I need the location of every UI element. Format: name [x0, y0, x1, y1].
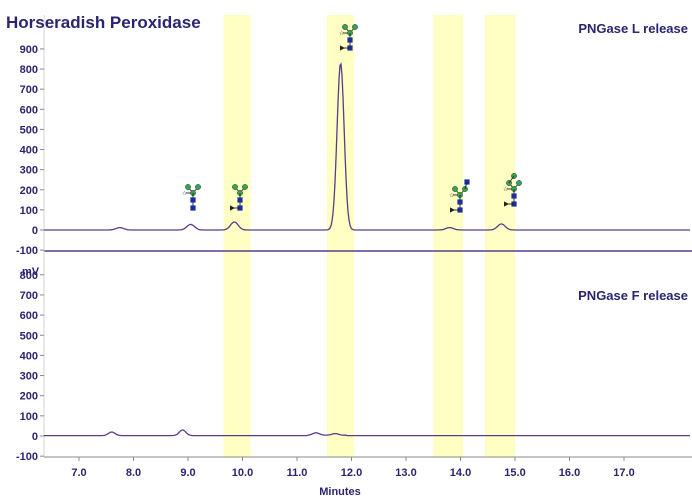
x-tick-label: 16.0	[559, 467, 580, 479]
top-y-tick-label: 400	[20, 145, 38, 157]
mannose-icon	[242, 184, 248, 190]
top-series-label: PNGase L release	[578, 21, 688, 36]
highlight-band-1	[223, 15, 251, 457]
mannose-icon	[185, 184, 191, 190]
fucose-icon	[450, 207, 455, 213]
x-tick-label: 12.0	[341, 467, 362, 479]
glcnac-icon	[237, 197, 243, 203]
glycan-annotations: ☆ ☆ ☆ ☆	[182, 24, 522, 213]
xylose-icon: ☆	[503, 186, 508, 193]
x-tick-label: 7.0	[71, 467, 86, 479]
top-y-tick-label: 500	[20, 124, 38, 136]
x-tick-label: 10.0	[232, 467, 253, 479]
glycan-structure-icon: ☆	[449, 179, 470, 213]
glcnac-icon	[457, 199, 463, 205]
bottom-y-tick-label: 300	[20, 371, 38, 383]
top-trace-line	[44, 62, 690, 231]
xylose-icon: ☆	[449, 192, 454, 199]
top-y-tick-label: 200	[20, 185, 38, 197]
top-y-tick-label: 700	[20, 84, 38, 96]
chart-title: Horseradish Peroxidase	[6, 13, 201, 32]
glycan-structure-icon: ☆	[503, 173, 522, 207]
bottom-trace-line	[44, 429, 690, 437]
x-axis-label: Minutes	[319, 486, 361, 498]
bottom-y-tick-label: -100	[16, 451, 38, 463]
x-tick-label: 9.0	[180, 467, 195, 479]
fucose-icon	[230, 205, 235, 211]
bottom-y-tick-label: 0	[32, 431, 38, 443]
mannose-icon	[352, 24, 358, 30]
x-tick-label: 17.0	[613, 467, 634, 479]
mannose-icon	[195, 184, 201, 190]
bottom-y-tick-label: 500	[20, 330, 38, 342]
bottom-y-tick-label: 800	[20, 270, 38, 282]
axes: 900 800 700 600 500 400 300 200 100 0 -100 800 700 60…	[16, 15, 692, 479]
x-tick-label: 11.0	[287, 467, 308, 479]
glcnac-icon	[347, 37, 353, 43]
fucose-icon	[340, 45, 345, 51]
glycan-structure-icon	[230, 184, 248, 211]
glcnac-icon	[190, 205, 196, 211]
top-y-tick-label: 600	[20, 104, 38, 116]
xylose-icon: ☆	[182, 190, 187, 197]
bottom-series-label: PNGase F release	[578, 288, 688, 303]
highlight-band-4	[485, 15, 515, 457]
top-y-tick-label: 0	[32, 225, 38, 237]
highlight-band-2	[326, 15, 355, 457]
top-y-tick-label: -100	[16, 245, 38, 257]
glcnac-icon	[190, 197, 196, 203]
highlight-bands	[223, 15, 515, 457]
top-y-tick-label: 100	[20, 205, 38, 217]
fucose-icon	[504, 201, 509, 207]
highlight-band-3	[433, 15, 464, 457]
x-tick-label: 8.0	[126, 467, 141, 479]
xylose-icon: ☆	[339, 30, 344, 37]
x-tick-label: 13.0	[395, 467, 416, 479]
y-unit-label: mV	[22, 266, 40, 278]
glcnac-icon	[511, 193, 517, 199]
top-y-tick-label: 800	[20, 64, 38, 76]
bottom-y-tick-label: 200	[20, 391, 38, 403]
bottom-y-tick-label: 400	[20, 350, 38, 362]
top-y-tick-label: 300	[20, 165, 38, 177]
glycan-bond	[508, 175, 515, 184]
traces	[44, 62, 690, 437]
top-y-tick-label: 900	[20, 44, 38, 56]
mannose-icon	[516, 180, 522, 186]
bottom-y-tick-label: 100	[20, 411, 38, 423]
glycan-structure-icon: ☆	[182, 184, 201, 211]
x-tick-label: 15.0	[504, 467, 525, 479]
bottom-y-tick-label: 600	[20, 310, 38, 322]
x-tick-label: 14.0	[450, 467, 471, 479]
bottom-y-tick-label: 700	[20, 290, 38, 302]
mannose-icon	[342, 24, 348, 30]
mannose-icon	[232, 184, 238, 190]
glycan-structure-icon: ☆	[339, 24, 358, 51]
mannose-icon	[452, 186, 458, 192]
glycan-bond	[464, 181, 468, 190]
